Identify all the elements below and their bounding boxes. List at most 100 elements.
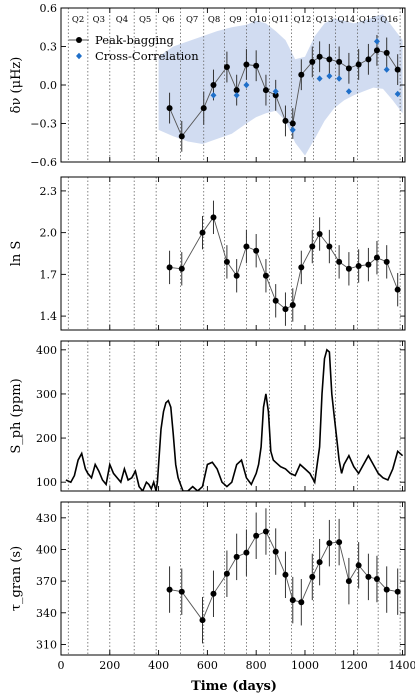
data-point <box>253 62 260 69</box>
data-point-xcorr <box>272 88 279 95</box>
data-point <box>309 243 316 250</box>
quarter-label: Q3 <box>93 15 105 25</box>
data-point <box>233 87 240 94</box>
y-tick-label: 310 <box>36 638 57 651</box>
data-point <box>383 586 390 593</box>
plot-area <box>67 502 401 655</box>
data-point <box>210 214 217 221</box>
x-tick-label: 1000 <box>291 659 319 672</box>
data-point <box>289 301 296 308</box>
data-point <box>383 258 390 265</box>
data-point <box>233 553 240 560</box>
y-tick-label: 2.0 <box>40 227 58 240</box>
data-point <box>210 590 217 597</box>
quarter-label: Q8 <box>208 15 220 25</box>
plot-area <box>67 8 403 162</box>
plot-area <box>67 177 401 330</box>
data-point <box>243 549 250 556</box>
data-point-xcorr <box>289 126 296 134</box>
y-tick-label: 100 <box>36 476 57 489</box>
quarter-label: Q9 <box>229 15 241 25</box>
data-point <box>200 105 207 112</box>
axes-frame <box>60 501 406 656</box>
data-point <box>272 92 279 99</box>
data-point <box>272 297 279 304</box>
y-tick-label: 1.7 <box>40 268 58 281</box>
y-tick-label: 430 <box>36 512 57 525</box>
panel-1: −0.6 −0.3 0.0 0.3 0.6 δν (μHz) Q2 Q3 Q4 Q5 Q6 Q7 Q8 Q… <box>9 2 406 169</box>
data-point <box>336 539 343 546</box>
legend-label: Peak-bagging <box>95 33 175 47</box>
data-point-xcorr <box>394 90 401 98</box>
data-point <box>178 588 185 595</box>
quarter-label: Q13 <box>316 15 334 25</box>
data-point <box>316 231 323 238</box>
data-point <box>365 261 372 268</box>
x-tick-label: 1400 <box>389 659 415 672</box>
y-tick-label: 340 <box>36 607 57 620</box>
legend-marker-peak <box>76 37 82 43</box>
quarter-label: Q5 <box>139 15 151 25</box>
quarter-label: Q16 <box>380 15 398 25</box>
data-point <box>298 264 305 271</box>
legend: Peak-bagging Cross-Correlation <box>69 33 199 63</box>
data-point <box>282 306 289 313</box>
y-tick-label: 400 <box>36 344 57 357</box>
x-tick-label: 0 <box>58 659 65 672</box>
data-point <box>262 272 269 279</box>
y-tick-label: 0.0 <box>40 79 58 92</box>
data-point <box>365 573 372 580</box>
quarter-label: Q11 <box>272 15 290 25</box>
legend-label: Cross-Correlation <box>95 49 199 63</box>
y-axis-label: τ_gran (s) <box>9 546 24 611</box>
data-point <box>326 243 333 250</box>
data-point <box>253 532 260 539</box>
data-point <box>223 64 230 71</box>
quarter-label: Q12 <box>294 15 312 25</box>
data-point <box>298 71 305 78</box>
data-point <box>178 133 185 140</box>
data-point <box>336 258 343 265</box>
y-tick-label: 400 <box>36 543 57 556</box>
quarter-label: Q4 <box>116 15 128 25</box>
quarter-label: Q2 <box>72 15 84 25</box>
panel-4: 310 340 370 400 430 0 200 400 600 800 1000 1200 1400… <box>9 501 415 672</box>
data-point <box>210 82 217 88</box>
data-point <box>373 47 380 54</box>
data-point <box>355 263 362 270</box>
data-point <box>394 588 401 595</box>
data-point <box>345 65 352 72</box>
data-point <box>309 58 316 65</box>
data-point <box>233 272 240 279</box>
plot-area <box>65 341 404 491</box>
data-point-xcorr <box>345 88 352 95</box>
data-point <box>336 58 343 65</box>
data-point <box>326 540 333 547</box>
y-axis-label: S_ph (ppm) <box>9 378 24 453</box>
axes-frame <box>60 340 406 492</box>
y-tick-label: 0.6 <box>40 2 58 15</box>
quarter-label: Q6 <box>162 15 174 25</box>
panel-2: 1.4 1.7 2.0 2.3 ln S <box>9 176 406 331</box>
data-point <box>289 120 296 127</box>
x-tick-label: 600 <box>197 659 218 672</box>
data-point <box>355 562 362 569</box>
data-point <box>289 597 296 604</box>
data-point <box>326 56 333 63</box>
data-point <box>316 53 323 60</box>
data-point-xcorr <box>373 38 380 45</box>
series-line <box>65 348 404 491</box>
data-point <box>355 61 362 68</box>
data-point <box>282 117 289 124</box>
quarter-label: Q14 <box>338 15 356 25</box>
y-tick-label: −0.3 <box>30 118 57 131</box>
data-point <box>199 617 206 624</box>
data-point <box>373 254 380 261</box>
data-point <box>345 265 352 272</box>
data-point <box>383 49 390 56</box>
quarter-label: Q15 <box>359 15 377 25</box>
data-point <box>309 573 316 580</box>
data-point <box>282 571 289 578</box>
y-tick-label: 1.4 <box>40 310 58 323</box>
